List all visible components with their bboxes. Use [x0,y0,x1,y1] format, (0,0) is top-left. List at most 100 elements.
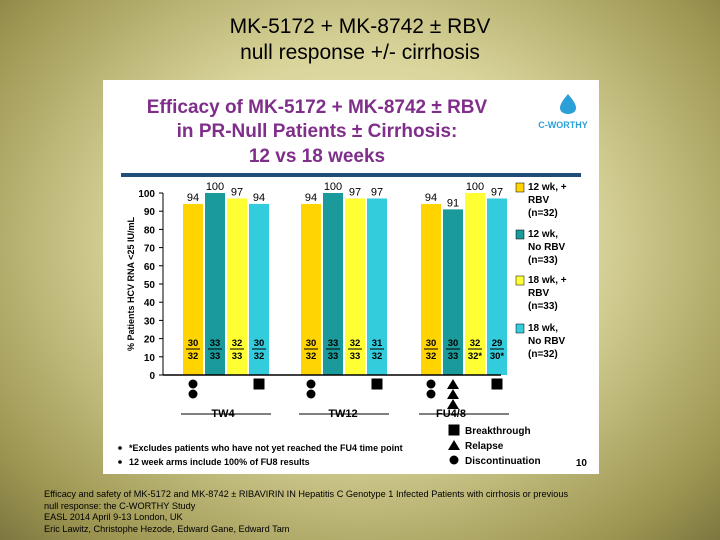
symbol-legend-label: Relapse [465,441,504,452]
chart-panel: Efficacy of MK-5172 + MK-8742 ± RBV in PR… [103,80,599,474]
bar-denominator: 32 [426,351,437,362]
bar [323,193,343,375]
bar [301,203,321,375]
bar-value-label: 94 [425,192,437,204]
bar [227,198,247,375]
bar-numerator: 30 [188,338,199,349]
bar-numerator: 32 [350,338,361,349]
bar-denominator: 33 [448,351,459,362]
legend-label: 18 wk, + [528,275,567,286]
legend-label: No RBV [528,336,566,347]
y-tick-label: 30 [144,316,156,327]
bar-numerator: 29 [492,338,503,349]
logo-text: C-WORTHY [538,120,588,130]
y-tick-label: 10 [144,353,156,364]
droplet-icon [560,94,576,114]
bar [249,203,269,375]
bar-denominator: 33 [210,351,221,362]
legend-swatch [515,275,525,286]
efficacy-chart: Efficacy of MK-5172 + MK-8742 ± RBV in PR… [118,94,588,469]
category-label: TW4 [211,408,235,420]
bar-value-label: 97 [491,186,503,198]
y-tick-label: 60 [144,262,156,273]
y-tick-label: 0 [149,371,155,382]
bar-value-label: 94 [187,192,199,204]
bar-denominator: 33 [328,351,339,362]
bar-denominator: 33 [232,351,243,362]
bar [443,209,463,375]
legend-swatch [515,229,525,240]
discontinuation-symbol [306,379,316,389]
breakthrough-symbol [371,378,383,390]
discontinuation-symbol [306,389,316,399]
symbol-legend-label: Discontinuation [465,456,541,467]
legend-label: RBV [528,195,549,206]
bar-denominator: 33 [350,351,361,362]
bar-value-label: 97 [349,186,361,198]
bar [487,198,507,375]
caption-line: null response: the C-WORTHY Study [44,500,196,511]
slide-title-line-1: MK-5172 + MK-8742 ± RBV [229,15,491,38]
breakthrough-symbol [448,424,460,436]
y-tick-label: 20 [144,335,156,346]
legend-label: (n=33) [528,255,558,266]
relapse-symbol [448,440,460,450]
caption-line: Eric Lawitz, Christophe Hezode, Edward G… [44,523,290,534]
bar-value-label: 94 [253,192,265,204]
discontinuation-symbol [426,389,436,399]
legend-swatch [515,182,525,193]
panel-title-line: Efficacy of MK-5172 + MK-8742 ± RBV [147,97,488,118]
bar-value-label: 91 [447,197,459,209]
bar-numerator: 30 [306,338,317,349]
bar-denominator: 30* [490,351,505,362]
legend-label: 18 wk, [528,323,558,334]
bar-numerator: 33 [210,338,221,349]
discontinuation-symbol [188,379,198,389]
bar [183,203,203,375]
legend-label: RBV [528,288,549,299]
footnote: 12 week arms include 100% of FU8 results [129,457,310,467]
relapse-symbol [447,379,459,389]
y-tick-label: 40 [144,298,156,309]
bar [465,193,485,375]
category-label: TW12 [328,408,357,420]
caption-line: EASL 2014 April 9-13 London, UK [44,512,183,523]
category-label: FU4/8 [436,408,466,420]
bar-value-label: 100 [466,181,484,193]
bar-numerator: 32 [232,338,243,349]
relapse-symbol [447,389,459,399]
discontinuation-symbol [426,379,436,389]
bar-denominator: 32* [468,351,483,362]
footnote-bullet [118,446,122,450]
caption: Efficacy and safety of MK-5172 and MK-87… [44,489,684,535]
bar-numerator: 32 [470,338,481,349]
title-rule [121,173,581,177]
bar-value-label: 97 [371,186,383,198]
bar [345,198,365,375]
bar-denominator: 32 [254,351,265,362]
y-tick-label: 100 [138,189,155,200]
legend-swatch [515,323,525,334]
legend-label: No RBV [528,242,566,253]
bar [367,198,387,375]
bar [205,193,225,375]
bar-value-label: 94 [305,192,317,204]
legend-label: (n=33) [528,301,558,312]
symbol-legend-label: Breakthrough [465,426,531,437]
bar-denominator: 32 [188,351,199,362]
bar-value-label: 100 [206,181,224,193]
y-tick-label: 80 [144,225,156,236]
bar-numerator: 30 [426,338,437,349]
bar-value-label: 100 [324,181,342,193]
discontinuation-symbol [188,389,198,399]
breakthrough-symbol [253,378,265,390]
panel-title-line: in PR-Null Patients ± Cirrhosis: [177,121,458,142]
bar [421,203,441,375]
bar-denominator: 32 [372,351,383,362]
bar-numerator: 31 [372,338,383,349]
footnote-bullet [118,460,122,464]
bar-value-label: 97 [231,186,243,198]
y-axis-title: % Patients HCV RNA <25 IU/mL [126,217,136,351]
page-number: 10 [576,458,588,469]
y-tick-label: 70 [144,244,156,255]
